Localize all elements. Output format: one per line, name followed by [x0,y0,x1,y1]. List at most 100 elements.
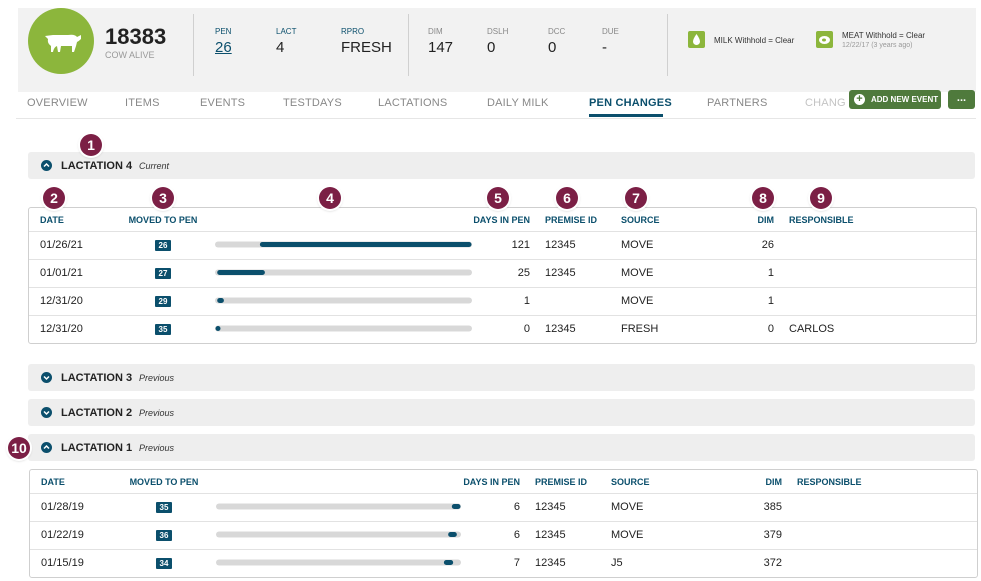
cell-premise: 12345 [545,239,576,251]
cell-days: 6 [513,501,520,513]
cell-source: J5 [611,557,623,569]
column-header: SOURCE [621,215,660,225]
pen-change-table: DATE MOVED TO PEN DAYS IN PEN PREMISE ID SOU… [29,469,978,578]
tab[interactable]: OVERVIEW [27,97,88,109]
plus-icon: + [854,94,865,105]
lactation-title: LACTATION 1 [61,442,133,454]
cell-source: MOVE [621,295,654,307]
field-label: PEN [215,27,232,36]
column-header: DATE [40,215,64,225]
cell-dim: 372 [763,557,782,569]
milk-icon [688,31,705,48]
cell-premise: 12345 [535,557,566,569]
pen-badge: 26 [155,240,171,251]
timeline-svg [216,503,461,510]
cell-premise: 12345 [545,267,576,279]
tab[interactable]: DAILY MILK [487,97,549,109]
cell-dim: 385 [763,501,782,513]
callout-badge: 8 [752,187,774,209]
pen-timeline [216,559,461,566]
lactation-header[interactable]: LACTATION 4 Current [28,152,975,179]
pen-timeline [216,531,461,538]
callout-badge: 4 [319,187,341,209]
pen-badge: 27 [155,268,171,279]
lactation-tag: Current [139,161,170,171]
cell-responsible: CARLOS [789,323,835,335]
cow-icon [45,34,81,52]
column-header: MOVED TO PEN [129,477,199,487]
field-label: LACT [276,27,297,36]
lactation-header[interactable]: LACTATION 1 Previous [28,434,975,461]
header-card: 18383 COW ALIVE PEN 26 LACT 4 RPRO FRESH… [18,8,976,92]
column-header: PREMISE ID [535,477,588,487]
cell-date: 12/31/20 [40,295,83,307]
tab[interactable]: PEN CHANGES [589,97,672,109]
timeline-svg [216,531,461,538]
lactation-header[interactable]: LACTATION 3 Previous [28,364,975,391]
tab[interactable]: LACTATIONS [378,97,448,109]
cell-dim: 379 [763,529,782,541]
milk-withhold: MILK Withhold = Clear [714,36,795,45]
cell-date: 12/31/20 [40,323,83,335]
pen-link[interactable]: 26 [215,39,232,56]
field-value: 4 [276,39,285,56]
stat-value: 0 [548,39,557,56]
stat-label: DIM [428,27,443,36]
chevron [41,407,52,418]
cell-days: 1 [523,295,530,307]
row-divider [30,549,977,550]
field-label: RPRO [341,27,365,36]
cell-days: 7 [513,557,520,569]
more-button[interactable]: ... [948,90,975,109]
callout-badge: 3 [152,187,174,209]
timeline-svg [215,241,472,248]
cell-date: 01/26/21 [40,239,83,251]
callout-badge: 6 [556,187,578,209]
cell-days: 0 [523,323,530,335]
callout-badge: 9 [810,187,832,209]
tab[interactable]: ITEMS [125,97,160,109]
cell-date: 01/28/19 [41,501,84,513]
chevron [41,372,52,383]
column-header: DATE [41,477,65,487]
cell-source: MOVE [621,267,654,279]
timeline-svg [215,269,472,276]
column-header: DAYS IN PEN [473,215,530,225]
stat-label: DSLH [487,27,509,36]
cell-premise: 12345 [545,323,576,335]
stat-value: - [602,39,607,56]
pen-timeline [215,241,472,248]
callout-badge: 1 [80,134,102,156]
column-header: SOURCE [611,477,650,487]
cell-dim: 26 [761,239,774,251]
pen-change-table: DATE MOVED TO PEN DAYS IN PEN PREMISE ID SOU… [28,207,977,344]
cell-dim: 1 [767,295,774,307]
tab[interactable]: CHANGES [805,97,845,109]
cell-days: 25 [517,267,530,279]
lactation-tag: Previous [139,443,175,453]
row-divider [29,231,976,232]
chevron [41,442,52,453]
pen-timeline [216,503,461,510]
column-header: DIM [765,477,783,487]
lactation-title: LACTATION 4 [61,160,133,172]
stat-label: DUE [602,27,619,36]
tab[interactable]: EVENTS [200,97,246,109]
button-label: ADD NEW EVENT [871,95,939,104]
divider [193,14,194,76]
tab-bar: OVERVIEW ITEMS EVENTS TESTDAYS LACTATIONS DAI… [0,0,845,120]
column-header: PREMISE ID [545,215,598,225]
tab[interactable]: PARTNERS [707,97,768,109]
cow-avatar [28,8,94,74]
row-divider [30,521,977,522]
callout-badge: 5 [487,187,509,209]
add-event-button[interactable]: + ADD NEW EVENT [849,90,941,109]
tab[interactable]: TESTDAYS [283,97,342,109]
pen-badge: 36 [156,530,172,541]
column-header: DAYS IN PEN [463,477,520,487]
lactation-title: LACTATION 3 [61,372,133,384]
lactation-header[interactable]: LACTATION 2 Previous [28,399,975,426]
pen-badge: 35 [155,324,171,335]
cell-source: MOVE [611,529,644,541]
